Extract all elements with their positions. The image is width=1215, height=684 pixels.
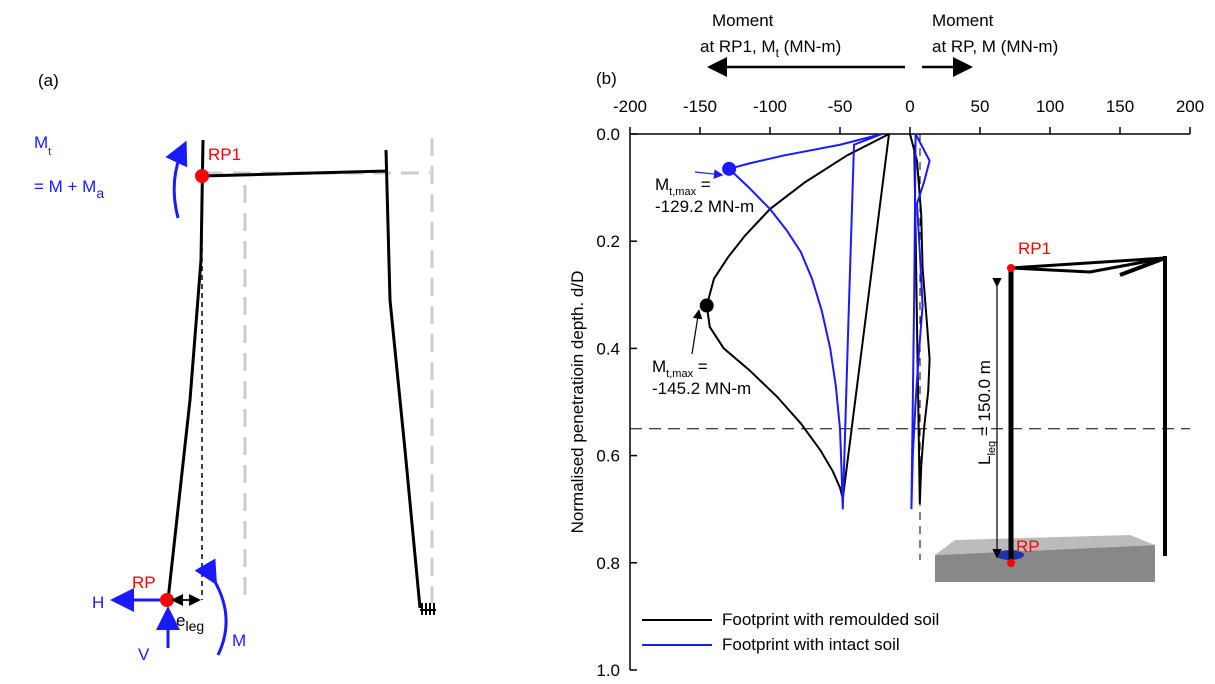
x-tick-label: -50: [828, 97, 853, 116]
m-arrow: [194, 558, 228, 656]
legend-label: Footprint with remoulded soil: [722, 610, 939, 629]
ecc-label: eleg: [176, 611, 204, 634]
leg: [166, 139, 205, 601]
moment-sub: t: [48, 146, 51, 158]
annotation: Mt,max =: [655, 175, 711, 198]
equation: = M + M: [34, 177, 96, 196]
spring: [420, 603, 436, 615]
y-title: Normalised penetratioin depth. d/D: [568, 271, 587, 534]
y-tick-label: 1.0: [596, 661, 620, 680]
x-title-text: at RP1, M: [700, 37, 776, 56]
equation-sub: a: [96, 185, 104, 201]
legend-label: Footprint with intact soil: [722, 635, 900, 654]
length-sub: leg: [986, 441, 998, 456]
panel-label: (b): [596, 69, 617, 88]
rp1-label: RP1: [208, 145, 241, 164]
annotation-symbol: M: [652, 357, 666, 376]
seabed-block: [935, 545, 1155, 582]
beam: [201, 169, 389, 178]
v-label: V: [138, 645, 150, 664]
rp-point: [160, 593, 174, 607]
y-tick-label: 0.8: [596, 554, 620, 573]
annotation-sub: t,max: [669, 186, 696, 198]
leg: [384, 149, 422, 609]
series-line: [910, 133, 931, 510]
max-point: [722, 161, 737, 176]
panel-b: (b) Moment at RP1, Mt (MN-m) Moment at R…: [568, 11, 1204, 680]
annotation-value: -145.2 MN-m: [652, 379, 751, 398]
x-title-right: at RP, M (MN-m): [932, 37, 1058, 56]
annotation-value: -129.2 MN-m: [655, 197, 754, 216]
x-title-left: Moment: [712, 11, 774, 30]
h-label: H: [92, 593, 104, 612]
series-line: [727, 133, 883, 510]
annotation-eq: =: [696, 175, 711, 194]
x-tick-label: 200: [1176, 97, 1204, 116]
y-tick-label: 0.6: [596, 447, 620, 466]
moment-arrow: [165, 140, 188, 219]
annotation-arrow: [694, 169, 724, 179]
y-tick-label: 0.4: [596, 339, 620, 358]
inset-rp1: [1007, 264, 1015, 272]
inset: RP1 RP Lleg = 150.0 m: [935, 239, 1167, 582]
x-title-sub: t: [776, 46, 780, 60]
length-text: = 150.0 m: [975, 360, 994, 441]
annotation-symbol: M: [655, 175, 669, 194]
rp-label: RP: [132, 573, 156, 592]
moment-label: Mt: [34, 133, 51, 158]
y-tick-label: 0.2: [596, 232, 620, 251]
annotation-arrow: [691, 309, 703, 355]
x-tick-label: 50: [971, 97, 990, 116]
panel-a: (a) Mt = M + Ma RP1 RP H V eleg M: [34, 71, 436, 664]
moment-symbol: M: [34, 133, 48, 152]
m-label: M: [232, 631, 246, 650]
x-tick-label: -200: [613, 97, 647, 116]
x-tick-label: 0: [905, 97, 914, 116]
inset-beam: [1119, 256, 1166, 277]
annotation-sub: t,max: [666, 368, 693, 380]
inset-rp1-label: RP1: [1018, 239, 1051, 258]
moment-equation: = M + Ma: [34, 177, 104, 201]
length-label: Lleg = 150.0 m: [975, 360, 998, 465]
series-line: [705, 133, 890, 499]
panel-label: (a): [38, 71, 59, 90]
inset-rp-label: RP: [1016, 537, 1040, 556]
x-tick-label: 100: [1036, 97, 1064, 116]
x-title-tail: (MN-m): [779, 37, 841, 56]
annotation: Mt,max =: [652, 357, 708, 380]
ecc-sub: leg: [185, 618, 204, 634]
y-tick-label: 0.0: [596, 125, 620, 144]
x-tick-label: -150: [683, 97, 717, 116]
x-tick-label: -100: [753, 97, 787, 116]
inset-beam: [1010, 256, 1166, 274]
x-tick-label: 150: [1106, 97, 1134, 116]
x-title-left: at RP1, Mt (MN-m): [700, 37, 841, 60]
x-title-right: Moment: [932, 11, 994, 30]
rp1-point: [195, 169, 209, 183]
inset-rp: [1007, 559, 1015, 567]
length-symbol: L: [975, 456, 994, 465]
annotation-eq: =: [693, 357, 708, 376]
max-point: [699, 298, 714, 313]
ecc-symbol: e: [176, 611, 185, 630]
seabed-top: [935, 535, 1155, 555]
